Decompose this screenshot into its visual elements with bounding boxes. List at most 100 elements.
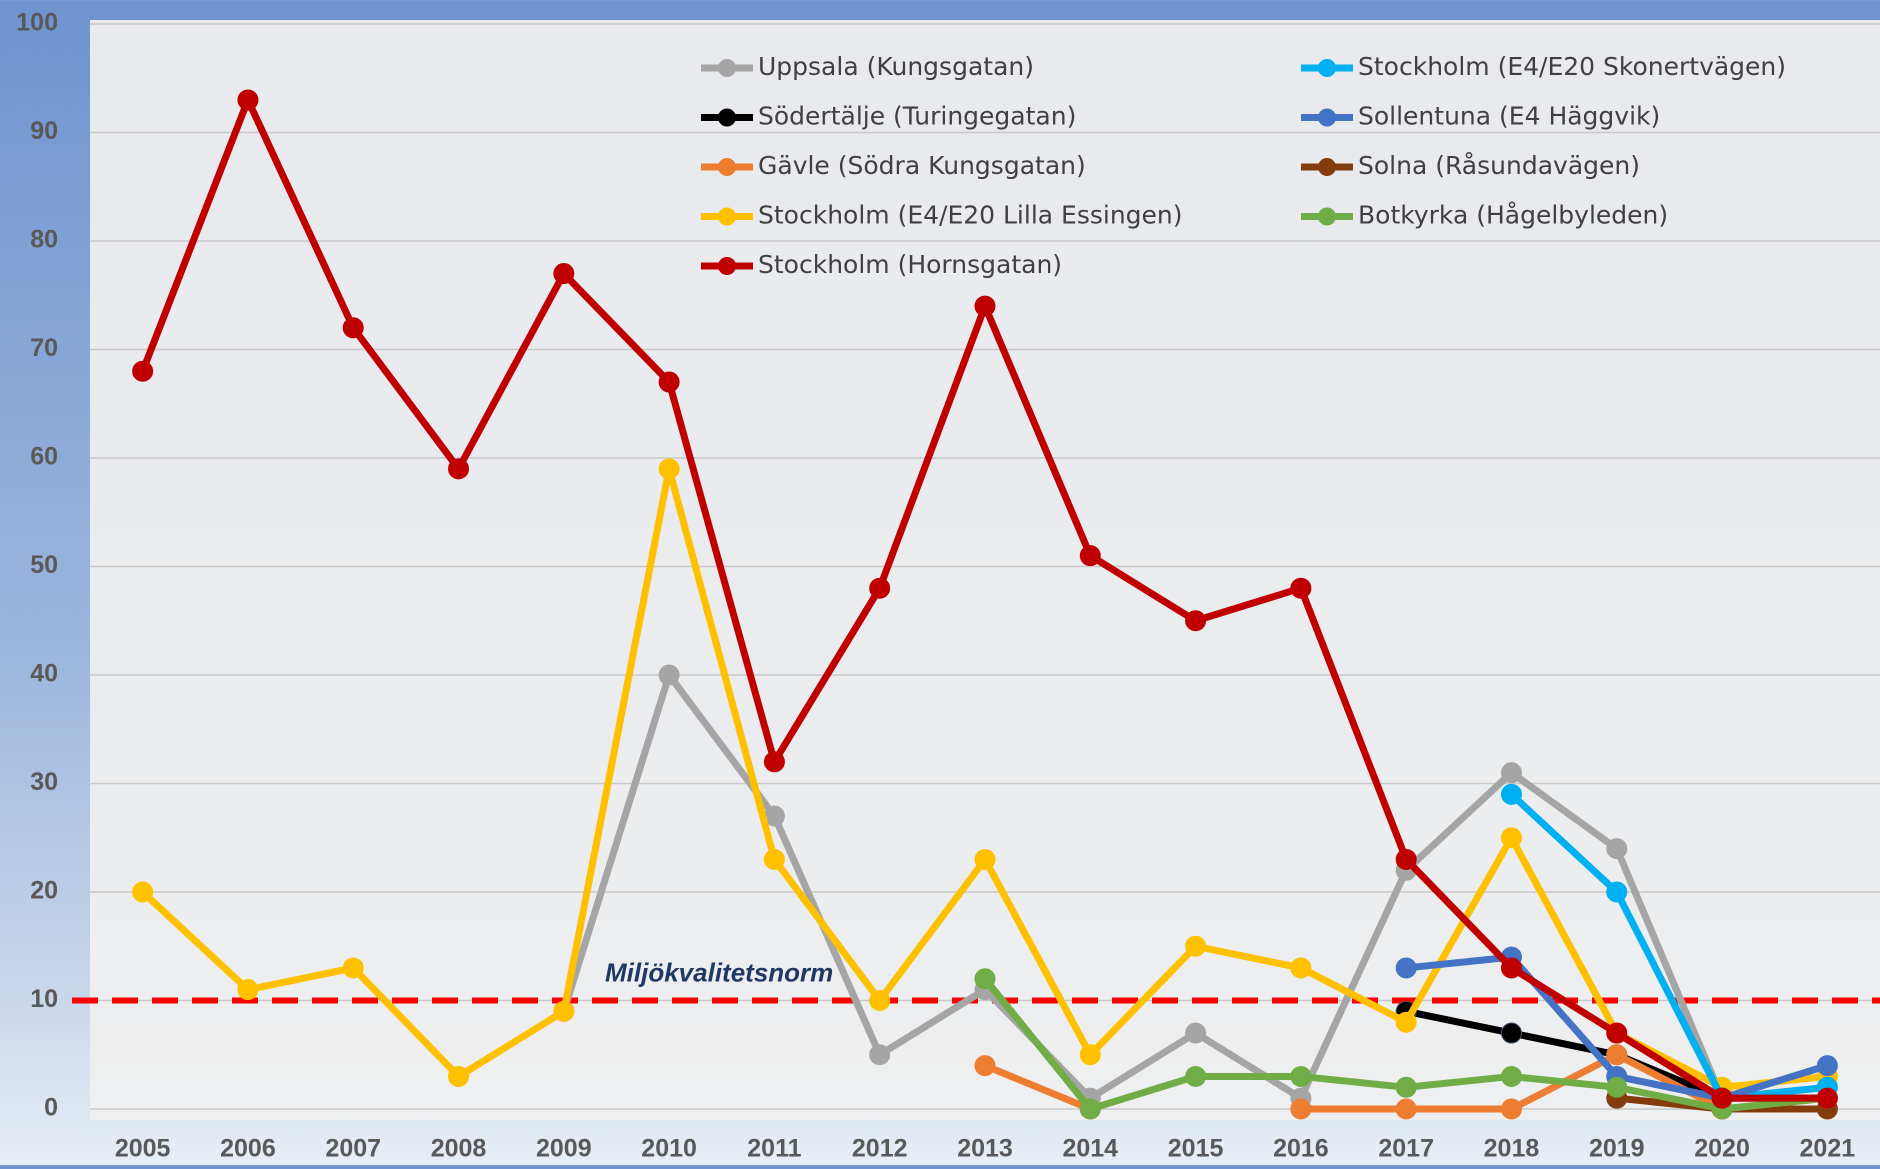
x-tick-label: 2016 <box>1273 1135 1329 1163</box>
data-point <box>1079 545 1101 567</box>
data-point <box>448 458 470 480</box>
data-point <box>1290 957 1312 979</box>
x-tick-label: 2017 <box>1378 1135 1434 1163</box>
x-tick-label: 2008 <box>431 1135 487 1163</box>
x-tick-label: 2006 <box>220 1135 276 1163</box>
y-tick-label: 100 <box>16 9 58 37</box>
data-point <box>1290 577 1312 599</box>
data-point <box>1606 1044 1628 1066</box>
data-point <box>1395 848 1417 870</box>
data-point <box>763 848 785 870</box>
x-tick-label: 2018 <box>1484 1135 1540 1163</box>
data-point <box>1395 1011 1417 1033</box>
x-tick-label: 2009 <box>536 1135 592 1163</box>
data-point <box>1500 762 1522 784</box>
legend-marker <box>718 207 736 226</box>
data-point <box>1500 827 1522 849</box>
data-point <box>974 968 996 990</box>
legend-label: Södertälje (Turingegatan) <box>758 102 1076 131</box>
y-tick-label: 0 <box>44 1094 58 1122</box>
data-point <box>448 1065 470 1087</box>
data-point <box>132 360 154 382</box>
y-tick-label: 40 <box>30 660 58 688</box>
legend-label: Botkyrka (Hågelbyleden) <box>1358 201 1668 230</box>
legend-label: Solna (Råsundavägen) <box>1358 151 1640 180</box>
x-tick-label: 2013 <box>957 1135 1013 1163</box>
data-point <box>1606 1076 1628 1098</box>
legend-marker <box>718 108 736 127</box>
data-point <box>1185 935 1207 957</box>
data-point <box>1185 1065 1207 1087</box>
data-point <box>869 990 891 1011</box>
legend-marker <box>718 59 736 77</box>
data-point <box>553 1000 575 1022</box>
data-point <box>658 458 680 480</box>
data-point <box>132 881 154 903</box>
data-point <box>1606 881 1628 903</box>
x-tick-label: 2012 <box>852 1135 908 1163</box>
data-point <box>1185 610 1207 632</box>
y-tick-label: 20 <box>30 877 58 905</box>
y-tick-label: 90 <box>30 117 58 145</box>
legend-marker <box>1318 158 1336 176</box>
data-point <box>1500 957 1522 979</box>
data-point <box>1500 1098 1522 1120</box>
data-point <box>658 664 680 686</box>
data-point <box>1816 1055 1838 1077</box>
data-point <box>1395 1098 1417 1120</box>
data-point <box>1606 1022 1628 1044</box>
data-point <box>1079 1098 1101 1120</box>
y-tick-label: 70 <box>30 334 58 362</box>
data-point <box>342 957 364 979</box>
data-point <box>1606 838 1628 860</box>
series-line <box>1509 791 1828 1102</box>
legend-label: Uppsala (Kungsgatan) <box>758 52 1034 81</box>
data-point <box>658 371 680 393</box>
data-point <box>1500 1022 1522 1044</box>
data-point <box>237 979 259 1001</box>
x-tick-label: 2021 <box>1800 1135 1856 1163</box>
x-tick-label: 2007 <box>325 1135 381 1163</box>
data-point <box>974 1055 996 1077</box>
data-point <box>869 577 891 599</box>
y-tick-label: 60 <box>30 443 58 471</box>
legend-marker <box>1318 207 1336 226</box>
data-point <box>237 89 259 111</box>
data-point <box>869 1044 891 1066</box>
legend-label: Gävle (Södra Kungsgatan) <box>758 151 1086 180</box>
y-tick-label: 30 <box>30 768 58 796</box>
reference-label: Miljökvalitetsnorm <box>605 957 833 987</box>
legend-marker <box>718 158 736 176</box>
data-point <box>1395 957 1417 979</box>
data-point <box>1500 1065 1522 1087</box>
data-point <box>763 751 785 773</box>
data-point <box>342 317 364 339</box>
x-tick-label: 2010 <box>641 1135 697 1163</box>
y-tick-label: 80 <box>30 226 58 254</box>
legend-marker <box>718 257 736 275</box>
data-point <box>1711 1087 1733 1109</box>
legend-marker <box>1318 59 1336 77</box>
x-tick-label: 2014 <box>1062 1135 1118 1163</box>
data-point <box>1500 783 1522 805</box>
data-point <box>1079 1044 1101 1066</box>
data-point <box>1290 1065 1312 1087</box>
data-point <box>1290 1098 1312 1120</box>
data-point <box>1185 1022 1207 1044</box>
plot-area <box>90 20 1880 1120</box>
legend-label: Stockholm (E4/E20 Lilla Essingen) <box>758 201 1183 230</box>
data-point <box>1395 1076 1417 1098</box>
y-tick-label: 50 <box>30 551 58 579</box>
x-tick-label: 2005 <box>115 1135 171 1163</box>
x-tick-label: 2015 <box>1168 1135 1224 1163</box>
data-point <box>1816 1087 1838 1109</box>
legend-marker <box>1318 108 1336 127</box>
x-tick-label: 2011 <box>747 1135 801 1163</box>
data-point <box>553 263 575 285</box>
legend-label: Stockholm (E4/E20 Skonertvägen) <box>1358 52 1786 81</box>
legend-label: Sollentuna (E4 Häggvik) <box>1358 102 1660 131</box>
x-tick-label: 2019 <box>1589 1135 1645 1163</box>
x-tick-label: 2020 <box>1694 1135 1750 1163</box>
